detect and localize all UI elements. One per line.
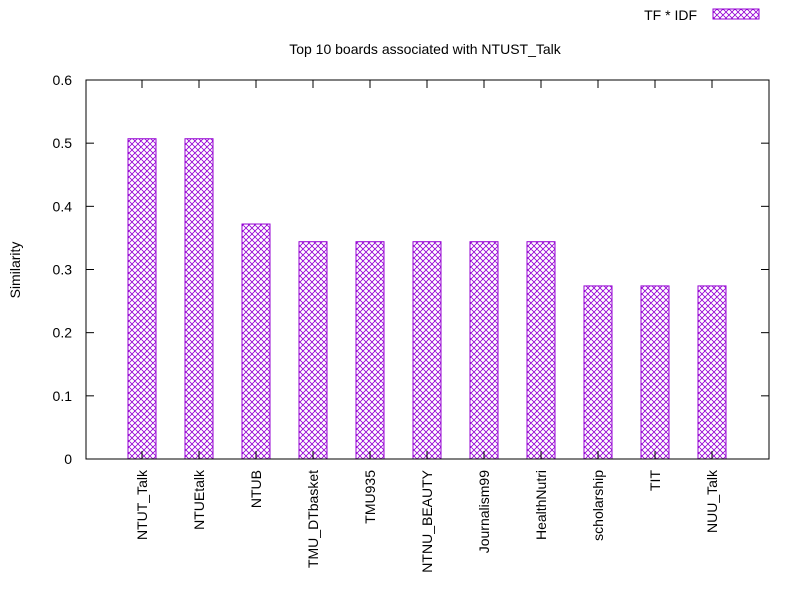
bar	[241, 223, 271, 460]
x-tick-label: TMU_DTbasket	[305, 470, 321, 568]
y-tick-label: 0.5	[53, 135, 73, 151]
bar	[127, 138, 157, 460]
bar	[184, 138, 214, 460]
y-tick-label: 0.3	[53, 262, 73, 278]
bar	[355, 241, 385, 460]
y-tick-label: 0.2	[53, 325, 73, 341]
y-tick-label: 0.4	[53, 198, 73, 214]
plot-area: 0 0.1 0.2 0.3 0.4 0.5 0.6 NTUT_Talk NTUEtalk NTUB…	[53, 72, 769, 573]
legend: TF * IDF	[644, 7, 760, 23]
y-tick-label: 0.6	[53, 72, 73, 88]
x-tick-label: NTUT_Talk	[134, 469, 150, 540]
x-tick-label: scholarship	[590, 470, 606, 541]
x-tick-label: NTUEtalk	[191, 469, 207, 530]
bar	[640, 285, 670, 460]
y-axis-label: Similarity	[7, 242, 23, 299]
bar	[697, 285, 727, 460]
bar	[298, 241, 328, 460]
legend-swatch	[712, 8, 760, 20]
bar	[526, 241, 556, 460]
bar	[583, 285, 613, 460]
bar	[469, 241, 499, 460]
x-tick-label: Journalism99	[476, 470, 492, 553]
x-tick-label: NTNU_BEAUTY	[419, 469, 435, 572]
bar	[412, 241, 442, 460]
x-tick-label: TIT	[647, 470, 663, 491]
x-tick-label: TMU935	[362, 470, 378, 524]
chart-title: Top 10 boards associated with NTUST_Talk	[289, 41, 562, 57]
x-tick-label: NTUB	[248, 470, 264, 508]
y-tick-label: 0.1	[53, 388, 73, 404]
x-tick-label: HealthNutri	[533, 470, 549, 540]
plot-border	[85, 79, 770, 460]
legend-label: TF * IDF	[644, 7, 697, 23]
x-tick-label: NUU_Talk	[704, 469, 720, 533]
y-tick-label: 0	[64, 451, 72, 467]
